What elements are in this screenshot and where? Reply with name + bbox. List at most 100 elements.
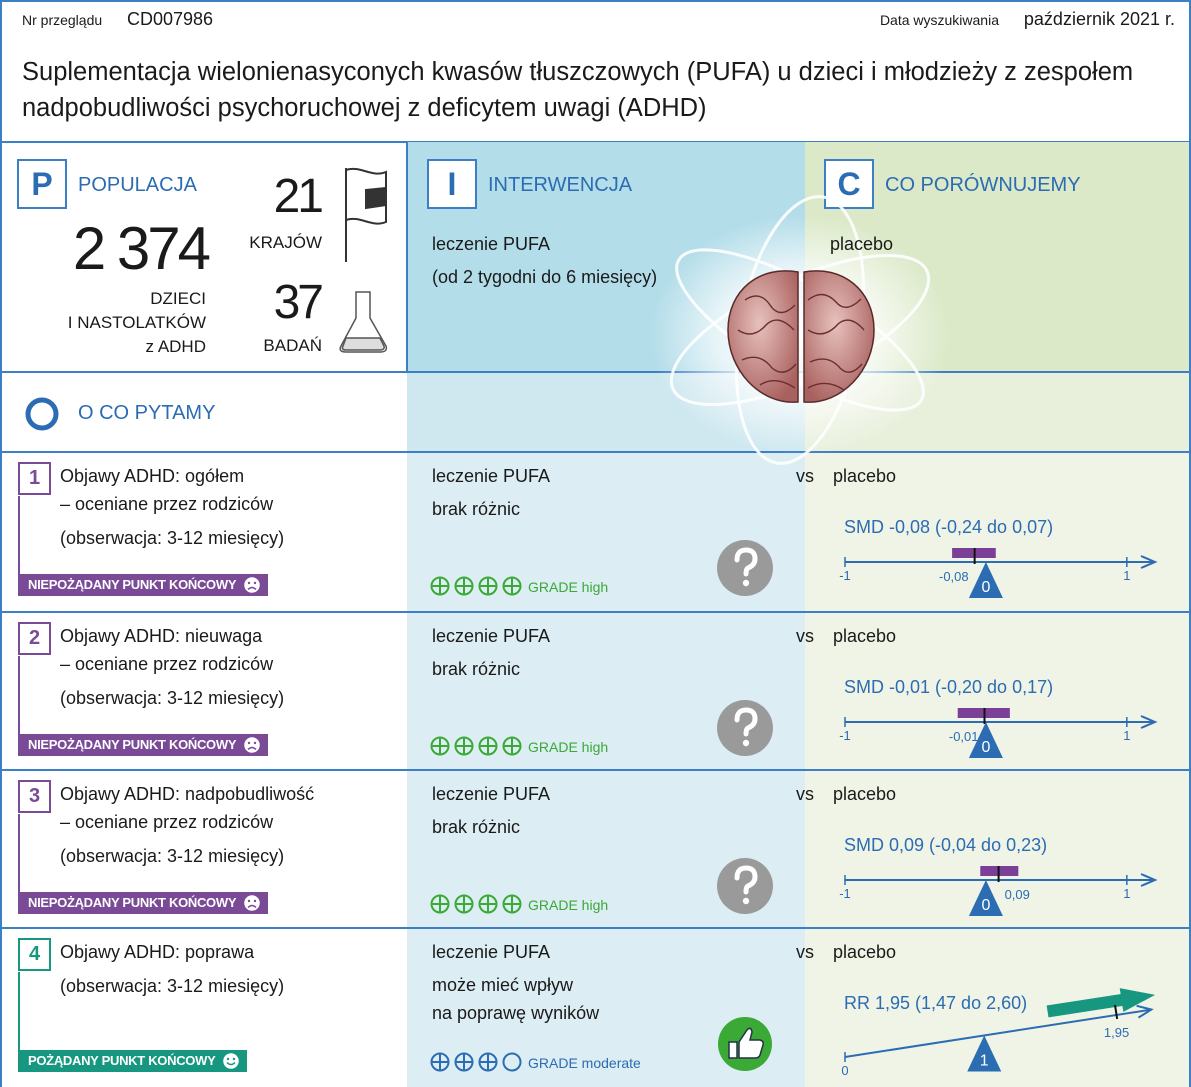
grade: GRADE high [528, 739, 609, 755]
certainty-plus [432, 896, 448, 912]
null-triangle [967, 1035, 1002, 1072]
face-ring [222, 1051, 241, 1071]
eye [233, 1057, 236, 1061]
endpoint-text: NIEPOŻĄDANY PUNKT KOŃCOWY [28, 737, 237, 752]
outcome-line: – oceniane przez rodziców [60, 654, 274, 674]
question-dot [742, 739, 750, 747]
outcome-line: Objawy ADHD: ogółem [60, 466, 245, 486]
outcome-line: – oceniane przez rodziców [60, 812, 274, 832]
question-mark [734, 865, 758, 895]
certainty-circle [430, 576, 450, 596]
axis-arrow [1136, 1004, 1154, 1019]
null-triangle [968, 880, 1003, 916]
estimate-label: -0,08 [939, 569, 969, 584]
letter: P [31, 166, 53, 202]
estimate-label: 0,09 [1005, 887, 1030, 902]
certainty-circle [478, 736, 498, 756]
certainty-circle [454, 894, 474, 914]
sad-face [242, 893, 262, 913]
search-date: październik 2021 r. [1023, 9, 1175, 29]
certainty-circle [502, 736, 522, 756]
outcome-line: (obserwacja: 3-12 miesięcy) [60, 846, 285, 866]
endpoint-banner: NIEPOŻĄDANY PUNKT KOŃCOWY [18, 892, 269, 914]
certainty-circle [454, 736, 474, 756]
endpoint-banner: NIEPOŻĄDANY PUNKT KOŃCOWY [18, 574, 269, 596]
effect: SMD -0,08 (-0,24 do 0,07) [844, 517, 1054, 537]
result-line: brak różnic [432, 817, 521, 837]
certainty-plus [456, 1054, 472, 1070]
tick-label: -1 [839, 886, 851, 901]
axis-arrow [1140, 715, 1158, 729]
question-mark [734, 707, 758, 737]
intervention: leczenie PUFA [432, 626, 551, 646]
result-line: brak różnic [432, 499, 521, 519]
outcome-line: Objawy ADHD: nieuwaga [60, 626, 263, 646]
effect: RR 1,95 (1,47 do 2,60) [844, 993, 1028, 1013]
intervention: leczenie PUFA [432, 784, 551, 804]
result-line: brak różnic [432, 659, 521, 679]
o-ring [25, 397, 59, 431]
heading: INTERWENCJA [488, 174, 633, 196]
forest-plot [844, 981, 1156, 1058]
eye [227, 1057, 230, 1061]
certainty-plus [456, 738, 472, 754]
grade: GRADE moderate [528, 1055, 641, 1071]
certainty-circle [478, 576, 498, 596]
outcome-line: (obserwacja: 3-12 miesięcy) [60, 688, 285, 708]
face-ring [242, 735, 262, 755]
certainty-circle [478, 1052, 498, 1072]
null-label: 0 [981, 897, 990, 914]
certainty-plus [432, 578, 448, 594]
comparison-text: placebo [830, 234, 894, 254]
comparator: placebo [833, 942, 897, 962]
label-line: I NASTOLATKÓW [67, 313, 206, 332]
null-label: 0 [981, 739, 990, 756]
comparator: placebo [833, 626, 897, 646]
effect: SMD -0,01 (-0,20 do 0,17) [844, 677, 1054, 697]
eye [254, 899, 257, 903]
null-triangle [968, 722, 1003, 758]
outcome-line: (obserwacja: 3-12 miesięcy) [60, 528, 285, 548]
number-box [18, 938, 51, 971]
result-line: może mieć wpływ [432, 975, 574, 995]
tick-label: 1 [1123, 886, 1130, 901]
vs: vs [796, 942, 814, 962]
endpoint-text: NIEPOŻĄDANY PUNKT KOŃCOWY [28, 577, 237, 592]
brain-illustration [650, 195, 950, 465]
axis [844, 1008, 1152, 1058]
certainty-plus [480, 738, 496, 754]
result-line: na poprawę wyników [432, 1003, 600, 1023]
certainty-plus [480, 896, 496, 912]
axis-arrow [1140, 873, 1158, 887]
endpoint-text: POŻĄDANY PUNKT KOŃCOWY [28, 1053, 216, 1068]
header-box [0, 0, 1191, 143]
tick-label: 1 [1123, 568, 1130, 583]
outcome-number: 2 [28, 627, 41, 649]
number-box [18, 462, 51, 495]
certainty-circle [478, 894, 498, 914]
comparator: placebo [833, 784, 897, 804]
axis-arrow [1140, 555, 1158, 569]
countries: 21 [273, 170, 324, 223]
certainty-plus [432, 1054, 448, 1070]
certainty-plus [456, 896, 472, 912]
face-ring [242, 575, 262, 595]
grade: GRADE high [528, 579, 609, 595]
intervention: leczenie PUFA [432, 466, 551, 486]
comparator: placebo [833, 466, 897, 486]
certainty-plus [432, 738, 448, 754]
sad-face [242, 575, 262, 595]
face-ring [242, 893, 262, 913]
certainty-circle [502, 1052, 522, 1072]
number-box [18, 622, 51, 655]
ci-arrow [1119, 988, 1156, 1012]
participants: 2 374 [72, 215, 211, 282]
intervention-line: leczenie PUFA [432, 234, 551, 254]
heading: CO PORÓWNUJEMY [885, 174, 1081, 196]
tick-label: -1 [839, 568, 851, 583]
certainty-plus [456, 578, 472, 594]
outcome-number: 3 [28, 785, 41, 807]
null-triangle [968, 562, 1003, 598]
